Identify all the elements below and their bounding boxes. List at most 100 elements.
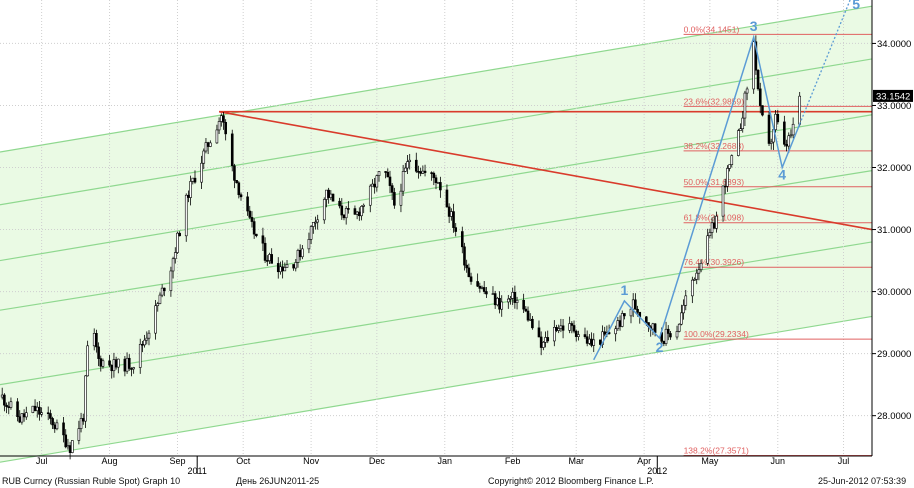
candle-body — [577, 334, 580, 337]
candle-body — [485, 291, 488, 295]
candle-body — [143, 339, 146, 346]
fib-level-label: 50.0%(31.6893) — [684, 177, 745, 187]
candle-body — [217, 121, 221, 131]
candle-body — [261, 235, 265, 244]
candle-body — [347, 208, 350, 210]
candle-body — [283, 267, 287, 272]
candle-body — [507, 298, 510, 303]
channel-line-4 — [0, 241, 873, 386]
candle-body — [219, 115, 223, 122]
x-tick-label: Dec — [369, 456, 386, 466]
candle-body — [237, 182, 241, 196]
fib-level-label: 0.0%(34.1451) — [684, 24, 740, 34]
candle-body — [325, 189, 328, 200]
candle-body — [531, 318, 534, 329]
candle-body — [739, 128, 742, 131]
candle-body — [3, 394, 6, 406]
candle-body — [789, 134, 793, 137]
candle-body — [173, 252, 177, 260]
candle-body — [469, 276, 473, 282]
footer-timestamp: 25-Jun-2012 07:53:39 — [818, 476, 907, 486]
candle-body — [353, 208, 357, 215]
candle-body — [268, 254, 271, 261]
fibonacci-layer: 0.0%(34.1451) 23.6%(32.9859) 38.2%(32.2688… — [683, 24, 872, 457]
candle-body — [125, 357, 129, 372]
candle-body — [64, 434, 68, 448]
candle-body — [544, 337, 547, 343]
candle-body — [737, 130, 740, 156]
candle-body — [384, 171, 387, 173]
candle-body — [677, 323, 681, 332]
x-tick-label: Apr — [637, 456, 651, 466]
candle-body — [292, 264, 295, 269]
axes-layer: 28.0000 29.0000 30.0000 31.0000 32.0000 33.00… — [0, 0, 913, 476]
x-tick-label: Feb — [505, 456, 521, 466]
candle-body — [215, 129, 219, 144]
channel-layer — [0, 5, 873, 463]
candle-body — [500, 301, 504, 310]
candle-body — [618, 320, 622, 327]
candle-body — [86, 345, 89, 377]
channel-fill — [0, 6, 872, 463]
candle-body — [645, 316, 648, 323]
candle-body — [66, 445, 70, 448]
wave-label: 5 — [852, 0, 860, 12]
candle-body — [653, 323, 657, 333]
year-label: 2012 — [647, 466, 667, 476]
candle-body — [49, 413, 52, 419]
candle-body — [708, 232, 712, 237]
candle-body — [246, 196, 249, 212]
candle-body — [99, 358, 103, 367]
candle-body — [498, 297, 501, 310]
candle-body — [513, 291, 517, 303]
candle-body — [314, 221, 317, 224]
candle-body — [730, 155, 734, 165]
y-tick-label: 29.0000 — [877, 349, 911, 360]
candle-body — [393, 192, 396, 206]
candle-body — [204, 142, 208, 152]
candle-body — [7, 406, 11, 408]
candle-body — [774, 113, 777, 130]
candle-body — [276, 263, 280, 273]
candle-body — [386, 171, 390, 178]
candle-body — [130, 368, 133, 370]
candle-body — [669, 333, 672, 338]
candle-body — [723, 185, 727, 188]
x-tick-label: Jan — [438, 456, 453, 466]
candle-body — [377, 171, 381, 176]
candle-body — [728, 164, 731, 169]
candle-body — [570, 323, 574, 326]
candle-body — [588, 338, 591, 344]
candle-body — [741, 117, 745, 129]
candle-body — [24, 412, 28, 418]
fib-level-label: 100.0%(29.2334) — [684, 329, 749, 339]
candle-body — [614, 328, 617, 335]
candle-body — [252, 221, 256, 235]
x-tick-label: Jul — [36, 456, 48, 466]
candle-body — [537, 327, 541, 338]
candle-body — [691, 279, 694, 297]
candle-body — [682, 304, 685, 314]
candle-body — [154, 305, 157, 334]
candle-body — [721, 185, 725, 217]
candle-body — [340, 205, 344, 216]
candle-body — [312, 222, 315, 227]
candle-body — [572, 325, 576, 332]
candle-body — [406, 161, 409, 169]
candle-body — [191, 177, 195, 182]
channel-line-1 — [0, 58, 873, 206]
candle-body — [666, 328, 670, 334]
candle-body — [756, 69, 760, 90]
x-tick-label: Jul — [838, 456, 850, 466]
candle-body — [539, 336, 543, 348]
candle-body — [476, 281, 479, 287]
candle-body — [559, 325, 563, 329]
candle-body — [585, 336, 589, 344]
channel-line-0 — [0, 5, 873, 153]
candle-body — [62, 422, 65, 436]
candle-body — [296, 250, 300, 263]
candle-body — [447, 206, 451, 217]
candle-body — [697, 269, 701, 274]
y-tick-label: 34.0000 — [877, 39, 911, 50]
